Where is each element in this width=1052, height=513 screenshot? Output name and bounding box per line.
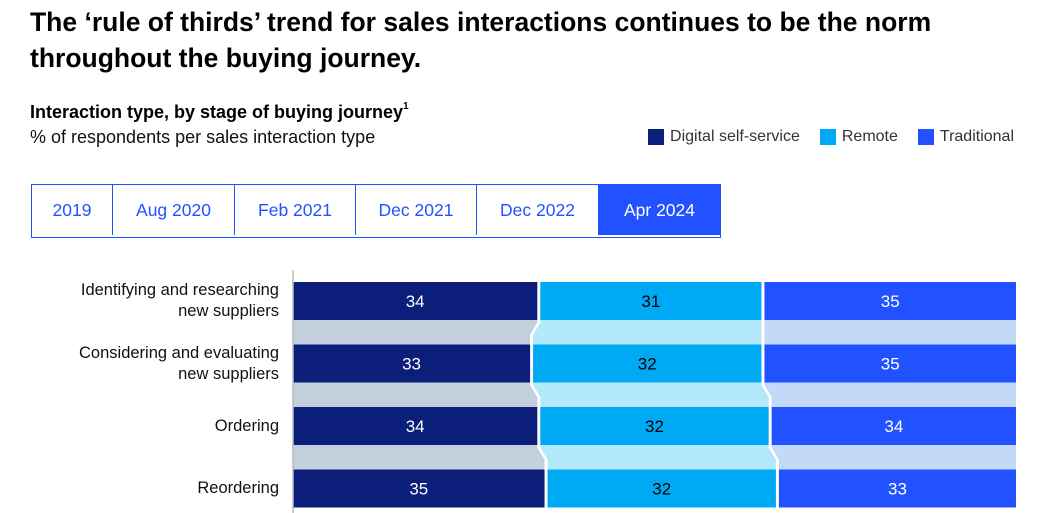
connector-band-traditional [764,382,1016,407]
unit-label: % of respondents per sales interaction t… [30,127,376,147]
bar-remote [533,344,762,383]
bar-remote [540,282,762,320]
legend-label-traditional: Traditional [939,128,1014,145]
bar-digital [293,407,538,445]
legend-label-digital: Digital self-service [670,128,800,145]
connector-band-digital [293,445,545,470]
value-label-remote: 31 [641,292,660,311]
connector-band-remote [540,445,776,470]
category-label: Reordering [19,478,279,499]
chart-subtitle: Interaction type, by stage of buying jou… [30,97,409,124]
category-label: Considering and evaluating new suppliers [19,343,279,385]
connector-band-remote [533,382,769,407]
connector-band-digital [293,320,538,345]
bar-traditional [778,469,1016,508]
category-label-line: Identifying and researching [80,281,279,299]
category-label: Identifying and researching new suppliers [19,280,279,322]
category-label-line: Reordering [197,479,279,497]
value-label-traditional: 35 [881,355,900,374]
value-label-remote: 32 [645,417,664,436]
category-label: Ordering [19,416,279,437]
value-label-traditional: 34 [884,417,903,436]
legend-swatch-remote [819,129,836,145]
legend-swatch-traditional [917,129,934,145]
year-tabs: 2019 Aug 2020 Feb 2021 Dec 2021 Dec 2022… [31,184,721,238]
category-label-line: Considering and evaluating [79,343,279,362]
subtitle-text: Interaction type, by stage of buying jou… [30,102,404,122]
bar-traditional [764,344,1016,383]
legend-item-digital: Digital self-service [648,128,800,146]
tab-dec-2021[interactable]: Dec 2021 [356,185,477,235]
tab-aug-2020[interactable]: Aug 2020 [113,185,235,235]
connector-band-traditional [771,445,1016,470]
category-label-line: Ordering [214,416,279,435]
legend-label-remote: Remote [841,128,898,145]
value-label-digital: 34 [406,292,425,311]
value-label-digital: 33 [402,355,421,374]
value-label-traditional: 35 [881,292,900,311]
chart-legend: Digital self-service Remote Traditional [648,128,1014,146]
bar-traditional [771,407,1016,445]
legend-swatch-digital [648,129,665,145]
tab-2019[interactable]: 2019 [32,185,113,235]
bar-remote [547,469,776,508]
category-label-line: new suppliers [178,364,279,383]
connector-band-remote [533,320,762,345]
category-label-line: new suppliers [178,302,279,320]
value-label-digital: 34 [406,417,425,436]
legend-item-traditional: Traditional [917,128,1014,146]
value-label-traditional: 33 [888,480,907,499]
tab-apr-2024[interactable]: Apr 2024 [599,185,720,235]
bar-remote [540,407,769,445]
connector-band-digital [293,382,538,407]
value-label-remote: 32 [638,355,657,374]
value-label-digital: 35 [409,480,428,499]
value-label-remote: 32 [652,480,671,499]
bar-digital [293,469,545,508]
chart-headline: The ‘rule of thirds’ trend for sales int… [30,7,932,73]
connector-band-traditional [764,320,1016,345]
bar-digital [293,344,531,383]
bar-traditional [764,282,1016,320]
stacked-bar-chart: 34 31 35 33 32 35 34 32 34 35 32 33 [292,270,1016,513]
tab-feb-2021[interactable]: Feb 2021 [235,185,356,235]
subtitle-footnote: 1 [403,101,409,112]
bar-digital [293,282,538,320]
legend-item-remote: Remote [819,128,898,146]
tab-dec-2022[interactable]: Dec 2022 [477,185,599,235]
